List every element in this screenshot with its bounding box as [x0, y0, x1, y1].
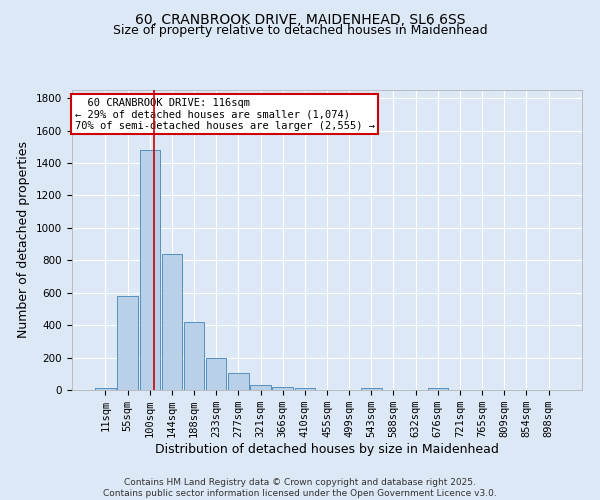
Bar: [140, 150, 160, 390]
Text: Contains HM Land Registry data © Crown copyright and database right 2025.
Contai: Contains HM Land Registry data © Crown c…: [103, 478, 497, 498]
Bar: [295, 388, 315, 390]
Text: 60 CRANBROOK DRIVE: 116sqm
← 29% of detached houses are smaller (1,074)
70% of s: 60 CRANBROOK DRIVE: 116sqm ← 29% of deta…: [74, 98, 374, 130]
Bar: [118, 296, 138, 390]
Bar: [95, 388, 116, 390]
Text: Size of property relative to detached houses in Maidenhead: Size of property relative to detached ho…: [113, 24, 487, 37]
Bar: [428, 388, 448, 390]
Bar: [161, 254, 182, 390]
Bar: [228, 373, 248, 390]
Bar: [206, 358, 226, 390]
Y-axis label: Number of detached properties: Number of detached properties: [17, 142, 31, 338]
Bar: [250, 385, 271, 390]
Text: 60, CRANBROOK DRIVE, MAIDENHEAD, SL6 6SS: 60, CRANBROOK DRIVE, MAIDENHEAD, SL6 6SS: [135, 12, 465, 26]
X-axis label: Distribution of detached houses by size in Maidenhead: Distribution of detached houses by size …: [155, 443, 499, 456]
Bar: [272, 387, 293, 390]
Bar: [184, 322, 204, 390]
Bar: [361, 388, 382, 390]
